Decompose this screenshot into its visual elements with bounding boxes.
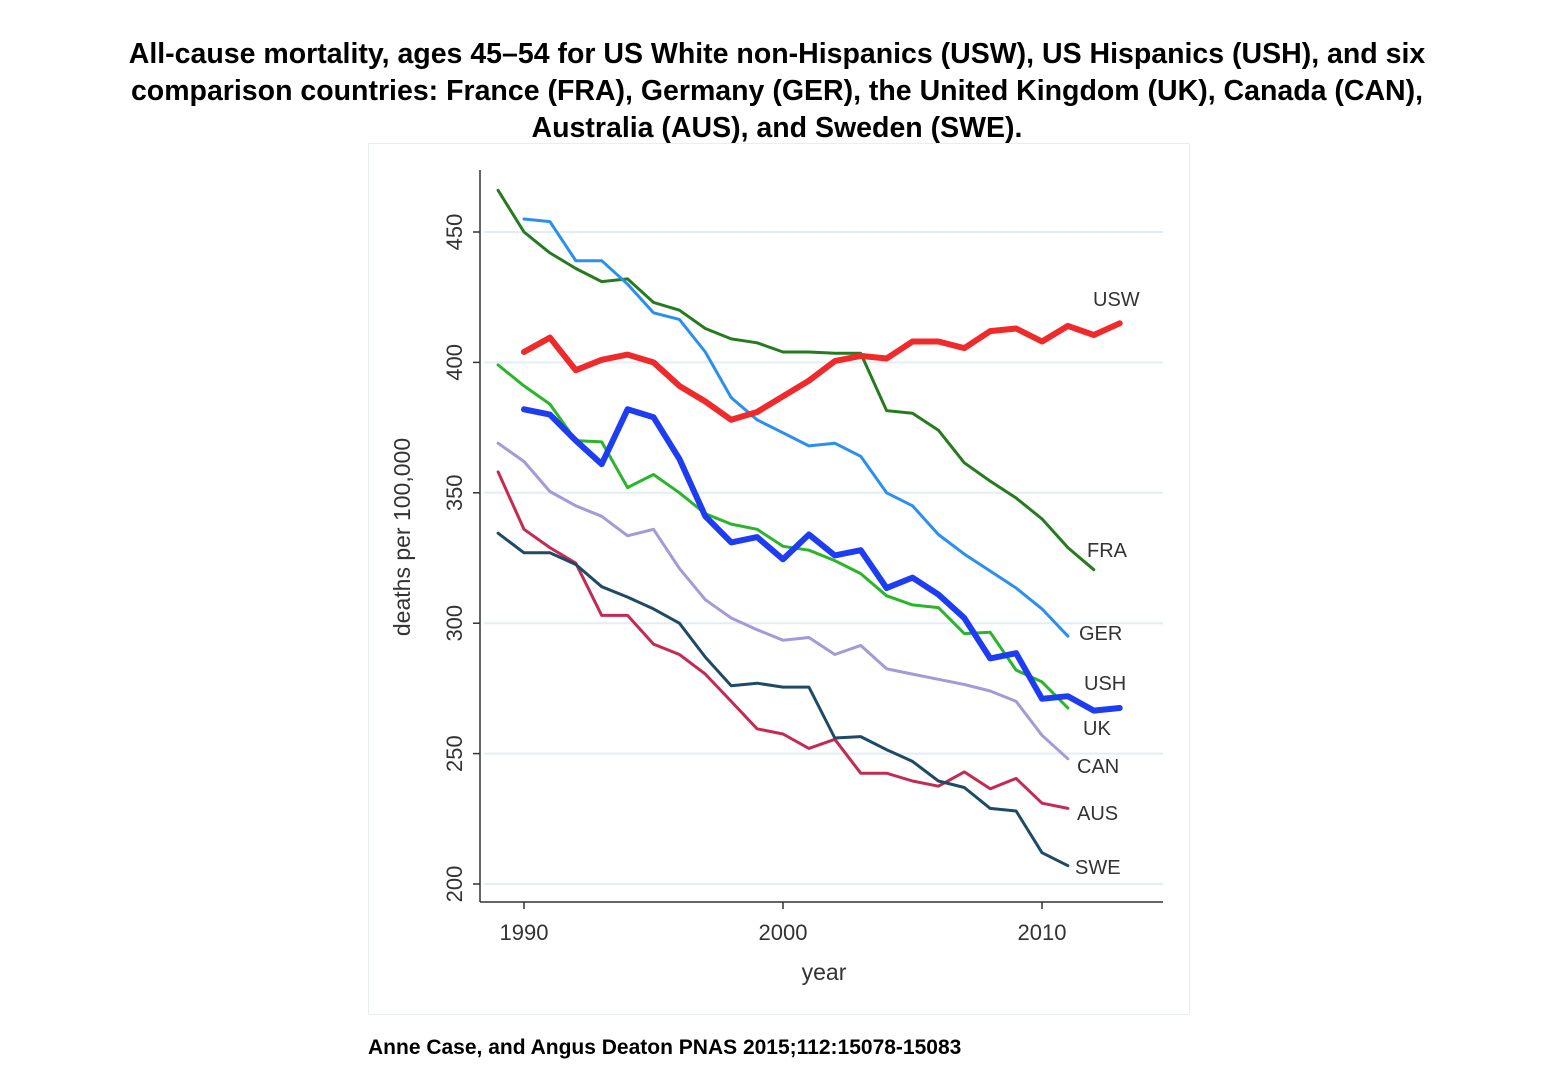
series-line-swe: [496, 531, 1070, 868]
axes: 200 250 300 350 400 450 1990 2000 2010: [442, 170, 1163, 945]
x-tick-label-2010: 2010: [1018, 920, 1067, 945]
title-line-3: Australia (AUS), and Sweden (SWE).: [531, 112, 1023, 144]
series-label-usw: USW: [1093, 289, 1140, 311]
series-label-aus: AUS: [1077, 803, 1118, 825]
title-line-1: All-cause mortality, ages 45–54 for US W…: [128, 38, 1426, 70]
series-line-uk: [496, 363, 1070, 710]
y-tick-label-300: 300: [442, 605, 467, 642]
y-tick-label-350: 350: [442, 474, 467, 511]
citation: Anne Case, and Angus Deaton PNAS 2015;11…: [368, 1036, 962, 1059]
y-tick-label-450: 450: [442, 214, 467, 251]
y-tick-label-200: 200: [442, 866, 467, 903]
series-line-can: [496, 441, 1070, 761]
series-line-usw: [521, 320, 1123, 423]
series-line-aus: [496, 470, 1070, 810]
chart-title: All-cause mortality, ages 45–54 for US W…: [0, 36, 1554, 147]
series-label-swe: SWE: [1075, 857, 1121, 879]
x-axis-title: year: [802, 959, 847, 985]
x-tick-label-1990: 1990: [500, 920, 549, 945]
plot-frame: [368, 143, 1190, 1015]
y-tick-label-250: 250: [442, 735, 467, 772]
series-label-ger: GER: [1079, 623, 1122, 645]
series-line-fra: [496, 188, 1096, 572]
series-lines: [496, 188, 1123, 868]
series-label-can: CAN: [1077, 756, 1119, 778]
gridlines: [484, 231, 1163, 885]
title-line-2: comparison countries: France (FRA), Germ…: [130, 75, 1424, 107]
y-axis-title: deaths per 100,000: [389, 438, 415, 636]
series-label-ush: USH: [1084, 673, 1126, 695]
x-tick-label-2000: 2000: [759, 920, 808, 945]
series-labels: USW FRA GER USH UK CAN AUS SWE: [1075, 289, 1140, 879]
series-line-ger: [522, 217, 1070, 638]
y-tick-label-400: 400: [442, 344, 467, 381]
series-line-ush: [521, 406, 1123, 714]
series-label-fra: FRA: [1087, 540, 1128, 562]
series-label-uk: UK: [1083, 718, 1111, 740]
